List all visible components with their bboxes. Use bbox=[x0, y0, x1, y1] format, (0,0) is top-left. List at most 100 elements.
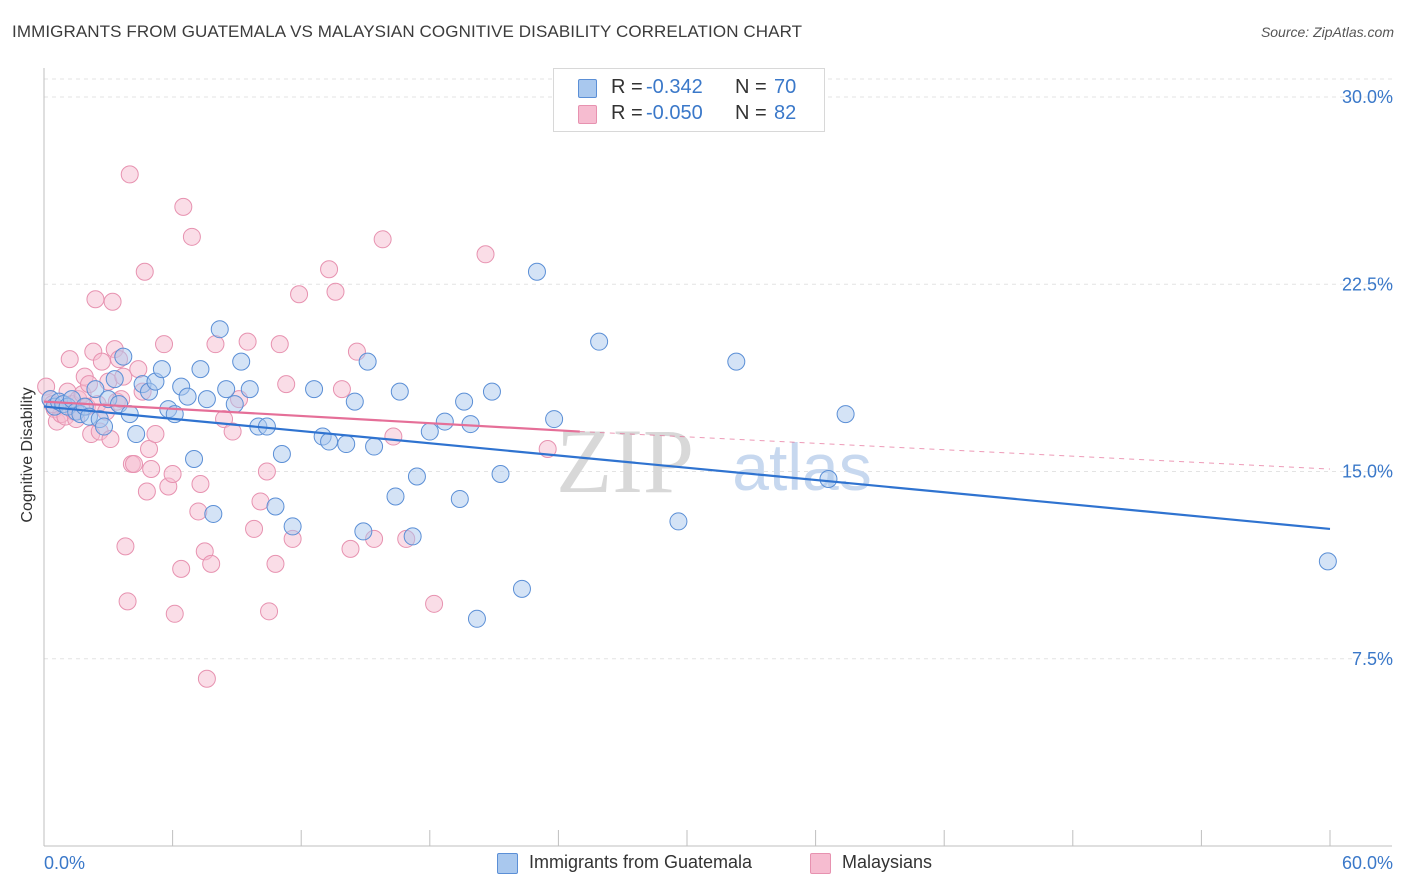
data-point-malaysians bbox=[182, 227, 201, 246]
data-point-malaysians bbox=[238, 332, 257, 351]
data-point-guatemala bbox=[283, 517, 302, 536]
data-point-guatemala bbox=[178, 387, 197, 406]
x-tick-label: 60.0% bbox=[1342, 853, 1393, 873]
data-point-guatemala bbox=[127, 425, 146, 444]
chart-title: IMMIGRANTS FROM GUATEMALA VS MALAYSIAN C… bbox=[12, 22, 803, 41]
data-point-malaysians bbox=[103, 292, 122, 311]
data-point-guatemala bbox=[491, 464, 510, 483]
data-point-guatemala bbox=[386, 487, 405, 506]
legend-n-label: N = bbox=[735, 76, 767, 98]
data-point-malaysians bbox=[60, 350, 79, 369]
data-point-guatemala bbox=[305, 380, 324, 399]
data-point-guatemala bbox=[217, 380, 236, 399]
data-point-malaysians bbox=[257, 462, 276, 481]
data-point-malaysians bbox=[189, 502, 208, 521]
data-point-malaysians bbox=[425, 594, 444, 613]
data-point-guatemala bbox=[512, 579, 531, 598]
data-point-guatemala bbox=[105, 370, 124, 389]
data-point-guatemala bbox=[197, 390, 216, 409]
data-point-malaysians bbox=[245, 519, 264, 538]
data-point-guatemala bbox=[669, 512, 688, 531]
y-tick-label: 30.0% bbox=[1342, 87, 1393, 107]
data-point-malaysians bbox=[155, 335, 174, 354]
data-point-guatemala bbox=[204, 504, 223, 523]
data-point-malaysians bbox=[260, 602, 279, 621]
data-point-malaysians bbox=[384, 427, 403, 446]
y-tick-label: 7.5% bbox=[1352, 649, 1393, 669]
y-tick-label: 22.5% bbox=[1342, 274, 1393, 294]
data-point-malaysians bbox=[163, 464, 182, 483]
data-point-malaysians bbox=[142, 460, 161, 479]
source-label: Source: ZipAtlas.com bbox=[1260, 24, 1394, 40]
data-point-malaysians bbox=[135, 262, 154, 281]
legend-swatch-pink bbox=[810, 853, 831, 874]
trend-line-malaysians bbox=[43, 400, 580, 433]
x-tick-label: 0.0% bbox=[44, 853, 85, 873]
data-point-malaysians bbox=[140, 440, 159, 459]
data-point-malaysians bbox=[266, 554, 285, 573]
correlation-legend: R = -0.342 N = 70 R = -0.050 N = 82 bbox=[553, 68, 825, 132]
legend-n-label: N = bbox=[735, 102, 767, 124]
data-point-guatemala bbox=[95, 417, 114, 436]
data-point-guatemala bbox=[390, 382, 409, 401]
legend-label-malaysians: Malaysians bbox=[842, 852, 933, 872]
legend-swatch-blue bbox=[578, 79, 597, 98]
legend-label-guatemala: Immigrants from Guatemala bbox=[529, 852, 753, 872]
data-point-malaysians bbox=[172, 559, 191, 578]
data-point-malaysians bbox=[120, 165, 139, 184]
data-point-guatemala bbox=[527, 262, 546, 281]
data-point-malaysians bbox=[191, 474, 210, 493]
data-point-guatemala bbox=[836, 405, 855, 424]
data-point-guatemala bbox=[407, 467, 426, 486]
y-tick-label: 15.0% bbox=[1342, 462, 1393, 482]
legend-r-label: R = bbox=[611, 102, 643, 124]
data-point-malaysians bbox=[223, 422, 242, 441]
data-point-guatemala bbox=[185, 450, 204, 469]
data-point-guatemala bbox=[365, 437, 384, 456]
legend-r-label: R = bbox=[611, 76, 643, 98]
data-point-malaysians bbox=[137, 482, 156, 501]
data-point-malaysians bbox=[92, 352, 111, 371]
legend-r-value: -0.342 bbox=[646, 76, 703, 98]
trend-line-guatemala bbox=[43, 405, 1331, 531]
data-point-malaysians bbox=[290, 285, 309, 304]
legend-swatch-pink bbox=[578, 105, 597, 124]
data-point-malaysians bbox=[125, 455, 144, 474]
data-point-malaysians bbox=[86, 290, 105, 309]
data-point-guatemala bbox=[345, 392, 364, 411]
data-point-malaysians bbox=[197, 669, 216, 688]
data-point-malaysians bbox=[326, 282, 345, 301]
data-point-guatemala bbox=[337, 435, 356, 454]
tick-labels: 7.5% 15.0% 22.5% 30.0% 0.0% 60.0% bbox=[44, 87, 1393, 873]
data-point-guatemala bbox=[272, 445, 291, 464]
data-point-guatemala bbox=[210, 320, 229, 339]
data-point-malaysians bbox=[277, 375, 296, 394]
data-point-guatemala bbox=[358, 352, 377, 371]
data-point-malaysians bbox=[332, 380, 351, 399]
data-point-guatemala bbox=[114, 347, 133, 366]
y-axis-label: Cognitive Disability bbox=[19, 387, 36, 523]
data-point-guatemala bbox=[240, 380, 259, 399]
data-point-guatemala bbox=[152, 360, 171, 379]
axes bbox=[43, 68, 1392, 847]
data-point-malaysians bbox=[320, 260, 339, 279]
watermark: ZIP atlas bbox=[556, 410, 872, 512]
data-point-guatemala bbox=[467, 609, 486, 628]
data-point-guatemala bbox=[455, 392, 474, 411]
data-point-guatemala bbox=[819, 469, 838, 488]
data-point-malaysians bbox=[174, 197, 193, 216]
data-point-guatemala bbox=[590, 332, 609, 351]
data-point-guatemala bbox=[450, 489, 469, 508]
data-point-guatemala bbox=[545, 410, 564, 429]
data-point-malaysians bbox=[251, 492, 270, 511]
data-point-malaysians bbox=[116, 537, 135, 556]
data-point-malaysians bbox=[206, 335, 225, 354]
data-point-malaysians bbox=[146, 425, 165, 444]
data-point-malaysians bbox=[129, 360, 148, 379]
data-point-guatemala bbox=[482, 382, 501, 401]
data-point-guatemala bbox=[232, 352, 251, 371]
trend-lines bbox=[43, 400, 1331, 531]
watermark-atlas: atlas bbox=[732, 430, 871, 504]
data-point-guatemala bbox=[225, 395, 244, 414]
